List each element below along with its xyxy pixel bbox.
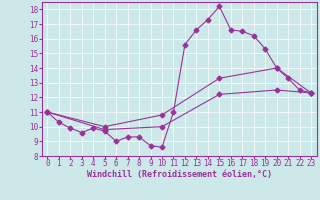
X-axis label: Windchill (Refroidissement éolien,°C): Windchill (Refroidissement éolien,°C): [87, 170, 272, 179]
